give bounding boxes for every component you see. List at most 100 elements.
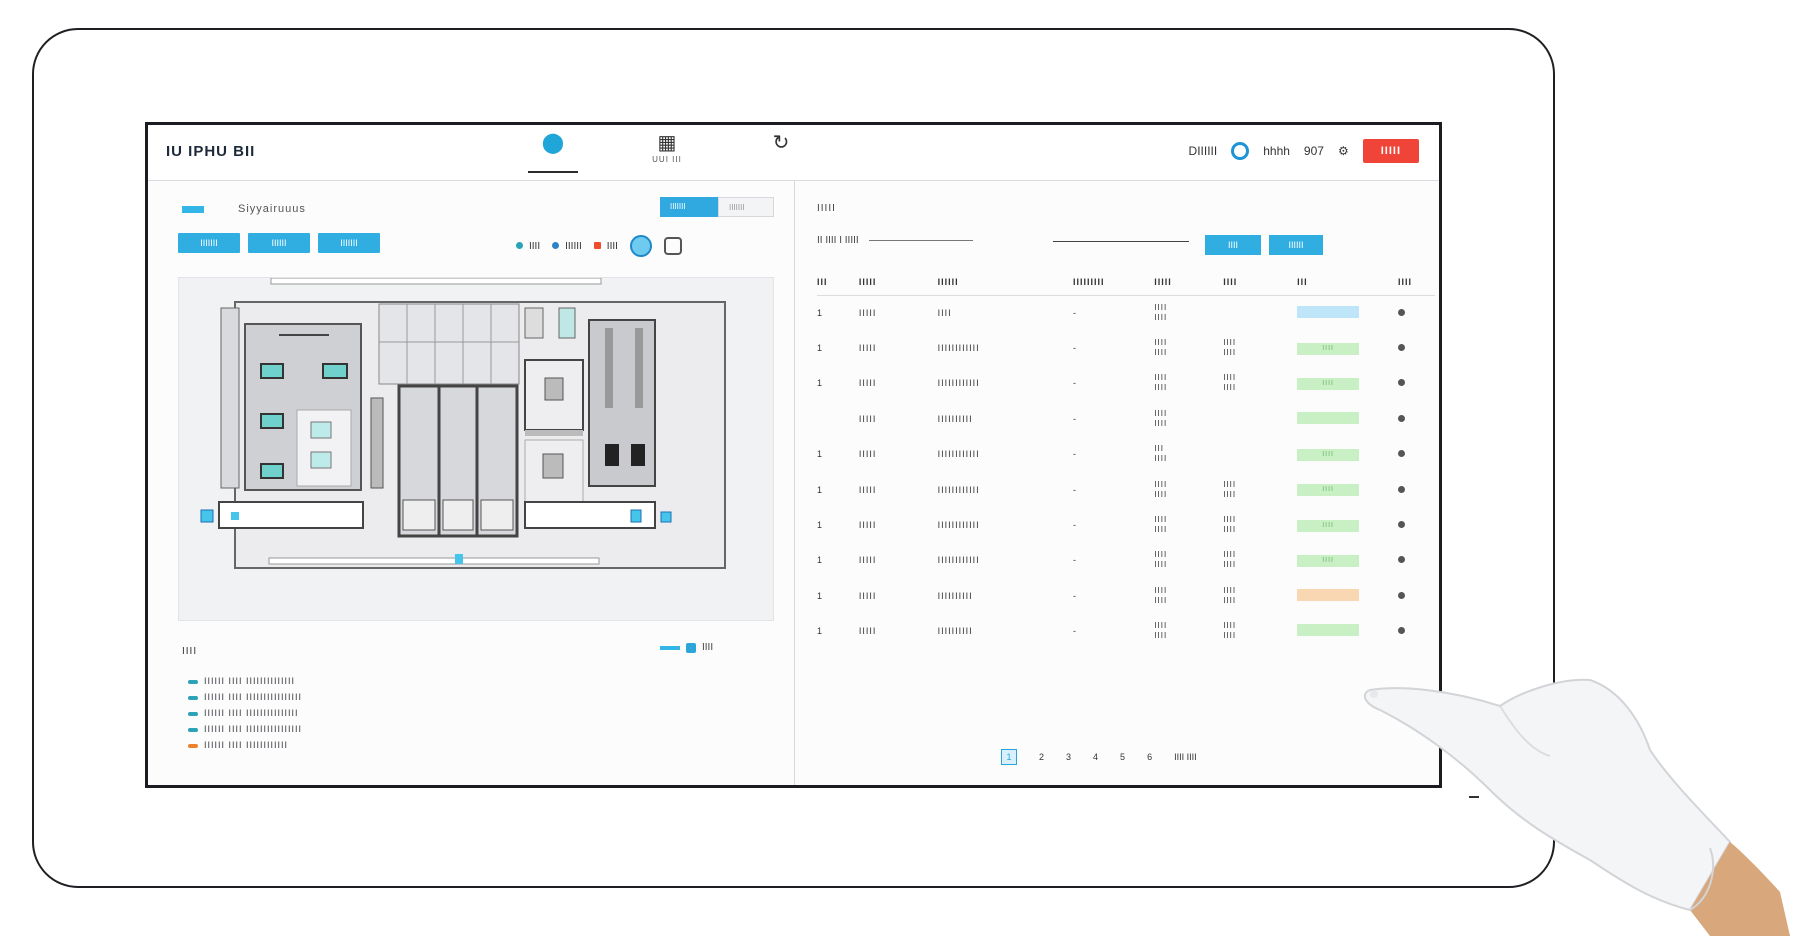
records-panel: IIIII II IIII I IIIII IIII IIIIII III II… — [795, 181, 1439, 785]
panel-accent-mark — [182, 205, 204, 213]
column-header[interactable]: IIII — [1223, 269, 1298, 296]
nav-map[interactable]: ⬤ — [520, 131, 586, 173]
settings-icon[interactable]: ⚙ — [1337, 144, 1349, 158]
events-title: IIII — [182, 646, 198, 657]
cell-duration: IIII IIII — [1223, 621, 1237, 641]
export-button[interactable]: IIIIII — [1269, 235, 1323, 255]
page-link[interactable]: 2 — [1039, 752, 1045, 762]
cell-status: IIII — [1297, 472, 1398, 507]
cell-action — [1398, 437, 1435, 472]
cell-id: 1 — [817, 307, 824, 318]
page-link[interactable]: 6 — [1147, 752, 1153, 762]
cell-name: IIIIIIIIII — [937, 626, 973, 637]
legend-item-3: IIII — [593, 241, 618, 252]
table-row[interactable]: 1 IIIII IIIIIIIIIIII - IIII IIII IIII IIII III… — [817, 366, 1435, 401]
cell-action — [1398, 330, 1435, 365]
column-header[interactable]: IIII — [1398, 269, 1435, 296]
column-header[interactable]: III — [1297, 269, 1399, 296]
query-button[interactable]: IIII — [1205, 235, 1261, 255]
floor-plan-panel: Siyyairuuus IIIIIII IIIIIII IIIIIII IIII… — [148, 181, 794, 785]
cell-zone: - — [1073, 484, 1078, 495]
cell-status: IIII — [1297, 543, 1398, 578]
search-field[interactable]: II IIII I IIIII — [817, 235, 973, 246]
status-badge: IIII — [1297, 377, 1360, 390]
column-header[interactable]: III — [817, 269, 859, 296]
row-action-icon[interactable] — [1398, 591, 1406, 599]
top-right-tools: DIIIIII hhhh 907 ⚙ IIIII — [1189, 139, 1419, 163]
date-range-field[interactable] — [1053, 241, 1189, 242]
page-link[interactable]: 5 — [1120, 752, 1126, 762]
row-action-icon[interactable] — [1398, 379, 1406, 387]
row-action-icon[interactable] — [1398, 627, 1406, 635]
table-row[interactable]: 1 IIIII IIIIIIIIIIII - III IIII IIII — [817, 437, 1435, 472]
cell-status — [1297, 578, 1398, 613]
pagination: 1 2 3 4 5 6 IIII IIII — [1001, 749, 1197, 765]
floor-plan-header: Siyyairuuus — [182, 203, 306, 215]
list-item[interactable]: IIIIII IIII IIIIIIIIIIII — [188, 737, 302, 753]
cell-name: IIIIIIIIIIII — [937, 378, 980, 389]
floor-plan-map[interactable] — [178, 277, 774, 621]
map-pin-icon: ⬤ — [541, 132, 565, 154]
cell-zone: - — [1073, 626, 1078, 637]
view-toggle-option-1[interactable]: IIIIIII — [660, 197, 718, 217]
page-current[interactable]: 1 — [1001, 749, 1017, 765]
top-bar: IU IPHU BII ⬤ ▦ UUI III ↻ DIIIIII hhhh 9… — [148, 125, 1439, 181]
gloved-hand-image — [1363, 678, 1790, 936]
row-action-icon[interactable] — [1398, 556, 1406, 564]
event-text: IIIIII IIII IIIIIIIIIIIIIIII — [204, 692, 303, 702]
nav-building[interactable]: ▦ UUI III — [634, 131, 700, 173]
table-header-row: III IIIII IIIIII IIIIIIIII IIIII IIII II… — [817, 269, 1435, 296]
list-item[interactable]: IIIIII IIII IIIIIIIIIIIIIII — [188, 705, 302, 721]
table-row[interactable]: 1 IIIII IIIIIIIIIIII - IIII IIII IIII IIII III… — [817, 543, 1435, 578]
alert-button[interactable]: IIIII — [1362, 139, 1419, 163]
column-header[interactable]: IIIIIIIII — [1073, 269, 1155, 296]
list-item[interactable]: IIIIII IIII IIIIIIIIIIIIIIII — [188, 721, 302, 737]
table-row[interactable]: 1 IIIII IIIIIIIIII - IIII IIII IIII IIII — [817, 614, 1435, 649]
events-progress-bar — [660, 645, 680, 650]
page-link[interactable]: 3 — [1066, 752, 1072, 762]
filter-chip-3[interactable]: IIIIIII — [318, 233, 380, 253]
fullscreen-icon[interactable] — [663, 237, 682, 255]
view-toggle: IIIIIII IIIIIII — [660, 197, 774, 217]
page-summary: IIII IIII — [1174, 752, 1197, 762]
table-row[interactable]: 1 IIIII IIIIIIIIII - IIII IIII IIII IIII — [817, 578, 1435, 613]
building-icon: ▦ — [657, 132, 677, 154]
map-legend: IIII IIIIII IIII — [516, 235, 682, 257]
filter-chip-2[interactable]: IIIIII — [248, 233, 310, 253]
list-item[interactable]: IIIIII IIII IIIIIIIIIIIIIIII — [188, 689, 302, 705]
cell-action — [1398, 472, 1435, 507]
nav-refresh[interactable]: ↻ — [748, 131, 814, 173]
cell-action — [1398, 543, 1435, 578]
row-action-icon[interactable] — [1398, 308, 1406, 316]
table-row[interactable]: 1 IIIII IIII - IIII IIII — [817, 295, 1435, 330]
column-header[interactable]: IIIII — [1154, 269, 1224, 296]
column-header[interactable]: IIIIII — [937, 269, 1074, 296]
table-row[interactable]: 1 IIIII IIIIIIIIIIII - IIII IIII IIII IIII III… — [817, 330, 1435, 365]
table-row[interactable]: IIIII IIIIIIIIII - IIII IIII — [817, 401, 1435, 436]
cell-action — [1398, 366, 1435, 401]
column-header[interactable]: IIIII — [858, 269, 938, 296]
cell-status: IIII — [1297, 366, 1398, 401]
status-badge: IIII — [1297, 554, 1360, 567]
cell-zone: - — [1073, 378, 1078, 389]
table-row[interactable]: 1 IIIII IIIIIIIIIIII - IIII IIII IIII IIII III… — [817, 472, 1435, 507]
screen: IU IPHU BII ⬤ ▦ UUI III ↻ DIIIIII hhhh 9… — [145, 122, 1442, 788]
filter-chip-1[interactable]: IIIIIII — [178, 233, 240, 253]
row-action-icon[interactable] — [1398, 344, 1406, 352]
table-row[interactable]: 1 IIIII IIIIIIIIIIII - IIII IIII IIII IIII III… — [817, 507, 1435, 542]
row-action-icon[interactable] — [1398, 414, 1406, 422]
cell-zone: - — [1073, 590, 1078, 601]
panel-divider — [794, 181, 795, 785]
page-link[interactable]: 4 — [1093, 752, 1099, 762]
view-toggle-option-2[interactable]: IIIIIII — [718, 197, 774, 217]
status-indicator-icon[interactable] — [1231, 142, 1250, 160]
events-toggle-icon[interactable] — [686, 642, 696, 653]
cell-time: IIII IIII — [1154, 408, 1168, 428]
row-action-icon[interactable] — [1398, 485, 1406, 493]
row-action-icon[interactable] — [1398, 521, 1406, 529]
cell-code: IIIII — [858, 378, 877, 389]
row-action-icon[interactable] — [1398, 450, 1406, 458]
list-item[interactable]: IIIIII IIII IIIIIIIIIIIIII — [188, 673, 302, 689]
cell-duration — [1223, 401, 1297, 436]
locate-icon[interactable] — [629, 235, 652, 257]
